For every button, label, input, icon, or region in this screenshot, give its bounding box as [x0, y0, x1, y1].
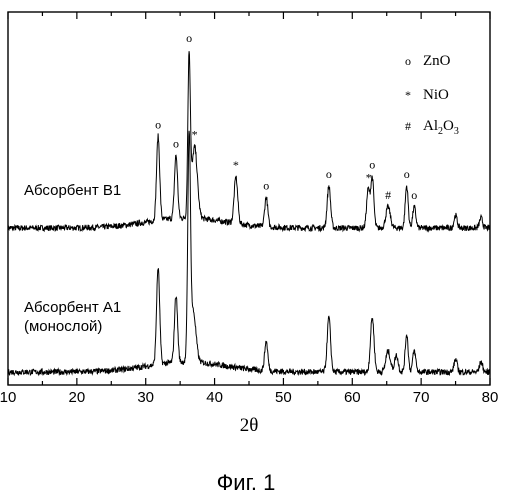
legend: o ZnO * NiO # Al2O3	[405, 53, 459, 137]
x-axis-title: 2θ	[240, 415, 259, 436]
peak-marker-6: o	[263, 178, 269, 192]
peak-marker-4: *	[192, 128, 198, 142]
series-label-a1-line2: (монослой)	[24, 318, 102, 335]
legend-al: Al	[423, 118, 438, 134]
x-tick-label-60: 60	[344, 389, 361, 406]
figure-caption: Фиг. 1	[217, 470, 276, 495]
peak-marker-8: *	[366, 170, 372, 184]
peak-marker-5: *	[233, 158, 239, 172]
x-tick-labels: 10 20 30 40 50 60 70 80	[0, 389, 498, 406]
peak-marker-9: o	[369, 158, 375, 172]
peak-markers: ooo**oo*o#oo	[155, 31, 417, 202]
peak-marker-11: o	[404, 167, 410, 181]
x-tick-label-70: 70	[413, 389, 430, 406]
legend-marker-al2o3: #	[405, 119, 411, 133]
x-tick-label-50: 50	[275, 389, 292, 406]
x-tick-label-20: 20	[69, 389, 86, 406]
peak-marker-1: o	[155, 117, 161, 131]
series-label-b1: Абсорбент В1	[24, 182, 121, 199]
legend-label-zno: ZnO	[423, 53, 451, 69]
series-label-a1-line1: Абсорбент А1	[24, 299, 121, 316]
x-tick-label-80: 80	[482, 389, 499, 406]
xrd-trace-1	[8, 51, 490, 231]
x-tick-label-40: 40	[206, 389, 223, 406]
xrd-trace-2	[8, 131, 490, 375]
legend-sub-3: 3	[454, 126, 459, 137]
x-tick-label-10: 10	[0, 389, 16, 406]
legend-marker-nio: *	[405, 88, 411, 102]
legend-label-nio: NiO	[423, 87, 449, 103]
x-tick-label-30: 30	[137, 389, 154, 406]
peak-marker-7: o	[326, 167, 332, 181]
peak-marker-2: o	[173, 136, 179, 150]
legend-o: O	[443, 118, 454, 134]
peak-marker-10: #	[385, 188, 391, 202]
legend-marker-zno: o	[405, 54, 411, 68]
peak-marker-3: o	[186, 31, 192, 45]
legend-label-al2o3: Al2O3	[423, 118, 459, 137]
peak-marker-12: o	[411, 188, 417, 202]
